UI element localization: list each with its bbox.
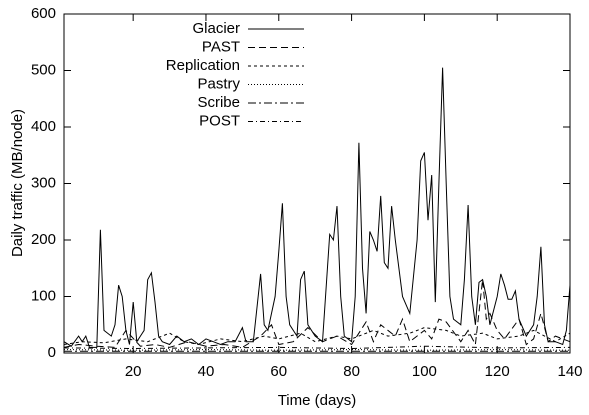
x-tick-label: 20 [125,363,142,380]
x-tick-label: 120 [485,363,510,380]
y-tick-label: 400 [31,118,56,135]
y-tick-label: 600 [31,5,56,22]
x-tick-label: 140 [557,363,582,380]
series-line [63,67,571,348]
plot-frame [63,13,571,354]
x-axis-label: Time (days) [278,392,357,409]
legend-label: POST [199,112,240,129]
y-tick-label: 100 [31,287,56,304]
series-line [63,349,571,351]
legend-label: Glacier [192,20,240,37]
legend-label: Pastry [197,75,240,92]
legend-label: Scribe [197,94,240,111]
x-tick-label: 40 [198,363,215,380]
series-line [63,345,571,350]
y-axis-label: Daily traffic (MB/node) [9,109,26,257]
x-tick-label: 100 [412,363,437,380]
legend-label: PAST [202,38,240,55]
series-line [63,327,571,346]
y-tick-label: 200 [31,231,56,248]
y-tick-label: 0 [48,344,56,361]
series-line [63,279,571,348]
y-tick-label: 300 [31,174,56,191]
x-tick-label: 80 [343,363,360,380]
y-tick-label: 500 [31,61,56,78]
legend-label: Replication [166,57,240,74]
x-tick-label: 60 [270,363,287,380]
